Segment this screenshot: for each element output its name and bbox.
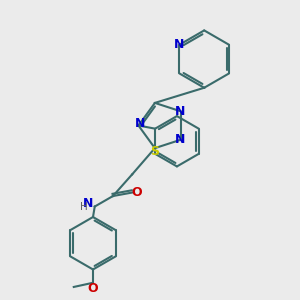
Text: N: N	[175, 105, 185, 118]
Text: N: N	[175, 133, 185, 146]
Text: H: H	[80, 202, 88, 212]
Text: N: N	[83, 197, 94, 210]
Text: O: O	[88, 282, 98, 295]
Text: N: N	[174, 38, 184, 51]
Text: N: N	[135, 117, 146, 130]
Text: O: O	[131, 186, 142, 199]
Text: S: S	[150, 145, 159, 158]
